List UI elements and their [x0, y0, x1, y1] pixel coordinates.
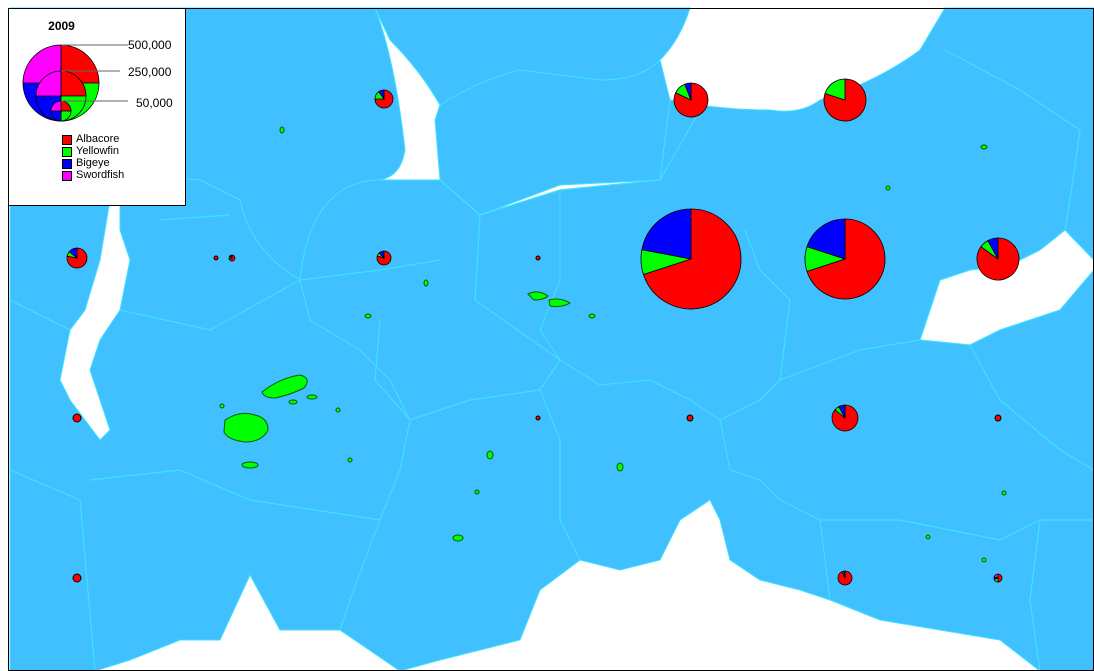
catch-pie	[66, 247, 88, 269]
pie-slice	[686, 414, 694, 422]
yellowfin-swatch	[62, 147, 72, 157]
catch-pie	[640, 208, 742, 310]
island-small	[241, 461, 259, 469]
swordfish-swatch	[62, 171, 72, 181]
island-small	[925, 534, 931, 540]
catch-pie	[976, 237, 1020, 281]
pie-slice	[213, 255, 219, 261]
catch-pie	[994, 414, 1002, 422]
island-small	[335, 407, 341, 413]
catch-pie	[993, 573, 1003, 583]
catch-pie	[804, 218, 886, 300]
island-small	[288, 399, 298, 405]
island-small	[423, 279, 429, 287]
island-small	[364, 313, 372, 319]
catch-pie	[213, 255, 219, 261]
island-small	[885, 185, 891, 191]
size-key-circle	[50, 100, 72, 122]
pie-slice	[994, 414, 1002, 422]
catch-pie	[535, 415, 541, 421]
island-small	[981, 557, 987, 563]
legend-label: Swordfish	[76, 169, 125, 181]
pie-slice	[535, 255, 541, 261]
catch-pie	[376, 250, 392, 266]
catch-pie	[72, 413, 82, 423]
pie-slice	[535, 415, 541, 421]
island-small	[452, 534, 464, 542]
island-small	[616, 462, 624, 472]
legend-label: Yellowfin	[76, 145, 120, 157]
island-small	[219, 403, 225, 409]
island-small	[588, 313, 596, 319]
catch-pie	[228, 254, 236, 262]
island-small	[486, 450, 494, 460]
island-small	[980, 144, 988, 150]
legend-size-key	[22, 44, 128, 122]
catch-pie	[72, 573, 82, 583]
pie-slice	[72, 573, 82, 583]
island-small	[1001, 490, 1007, 496]
island-small	[306, 394, 318, 400]
map-legend: 2009 500,000 250,000 50,000 Albacore Yel…	[8, 8, 186, 206]
bigeye-swatch	[62, 159, 72, 169]
catch-pie	[673, 82, 709, 118]
legend-label: Bigeye	[76, 157, 110, 169]
island-small	[279, 126, 285, 134]
catch-pie	[837, 570, 853, 586]
legend-size-key-svg	[22, 44, 128, 122]
catch-pie	[823, 78, 867, 122]
island-small	[347, 457, 353, 463]
catch-pie	[686, 414, 694, 422]
catch-pie	[374, 89, 394, 109]
catch-pie	[831, 404, 859, 432]
island-small	[474, 489, 480, 495]
catch-pie	[535, 255, 541, 261]
pie-slice	[72, 413, 82, 423]
island-viti-levu	[223, 412, 269, 443]
